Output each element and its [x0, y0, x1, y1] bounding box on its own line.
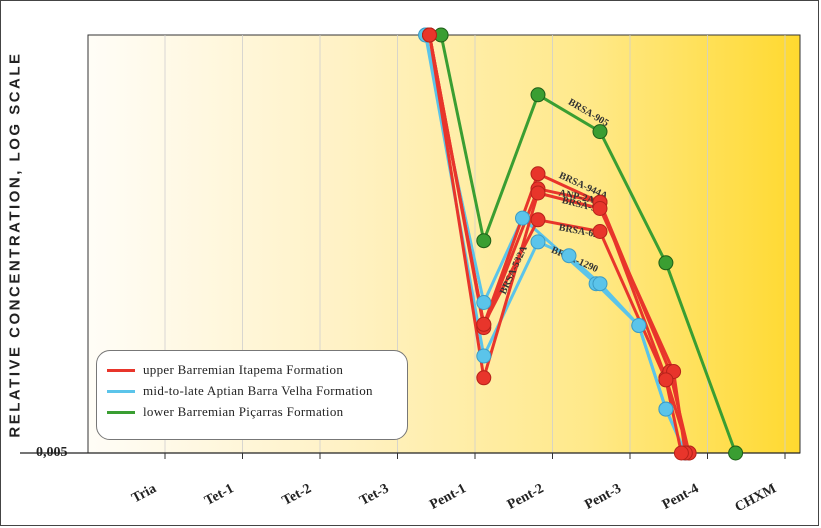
x-tick-label: Tet-3 — [357, 481, 391, 509]
data-point — [592, 124, 608, 140]
data-point — [476, 233, 492, 249]
data-point — [561, 248, 577, 264]
x-tick-label: Pent-4 — [660, 481, 701, 513]
data-point — [592, 201, 608, 216]
data-point — [476, 316, 492, 332]
data-point — [530, 234, 546, 250]
legend-label: upper Barremian Itapema Formation — [143, 362, 344, 377]
series-line — [428, 34, 683, 454]
data-point — [658, 372, 674, 388]
legend-swatch-blue — [107, 389, 135, 393]
legend-label: lower Barremian Piçarras Formation — [143, 404, 344, 419]
y-axis-min-label: 0,005 — [36, 445, 68, 460]
legend: upper Barremian Itapema Formation mid-to… — [96, 350, 408, 440]
x-tick-label: Pent-1 — [427, 481, 468, 513]
data-point — [476, 295, 492, 310]
data-points — [418, 27, 744, 461]
data-point — [728, 445, 744, 461]
data-point — [530, 87, 546, 103]
legend-swatch-green — [107, 410, 135, 414]
data-point — [530, 166, 546, 182]
data-point — [515, 210, 530, 226]
data-point — [673, 445, 689, 461]
data-point — [476, 348, 492, 364]
data-point — [422, 27, 437, 43]
data-point — [530, 212, 546, 228]
series-line — [428, 34, 687, 454]
legend-label: mid-to-late Aptian Barra Velha Formation — [143, 383, 373, 398]
data-point — [476, 370, 492, 386]
x-tick-label: CHXM — [733, 481, 779, 515]
series-line — [439, 34, 738, 454]
legend-item-picarras: lower Barremian Piçarras Formation — [107, 403, 343, 421]
legend-item-itapema: upper Barremian Itapema Formation — [107, 361, 343, 379]
x-tick-label: Tria — [129, 481, 158, 506]
data-point — [658, 255, 674, 271]
x-tick-label: Pent-2 — [505, 481, 546, 513]
x-tick-label: Pent-3 — [582, 481, 623, 513]
data-point — [658, 401, 674, 417]
legend-item-barra-velha: mid-to-late Aptian Barra Velha Formation — [107, 382, 373, 400]
y-axis-label: RELATIVE CONCENTRATION, LOG SCALE — [6, 51, 24, 438]
x-tick-labels: Tria Tet-1 Tet-2 Tet-3 Pent-1 Pent-2 Pent-3 Pen… — [129, 453, 786, 515]
series-line — [424, 34, 687, 454]
data-point — [631, 318, 647, 333]
data-point — [592, 276, 608, 292]
data-point — [592, 224, 608, 239]
x-tick-label: Tet-2 — [280, 481, 314, 509]
legend-swatch-red — [107, 368, 135, 372]
x-tick-label: Tet-1 — [202, 481, 236, 509]
data-point — [530, 185, 546, 201]
